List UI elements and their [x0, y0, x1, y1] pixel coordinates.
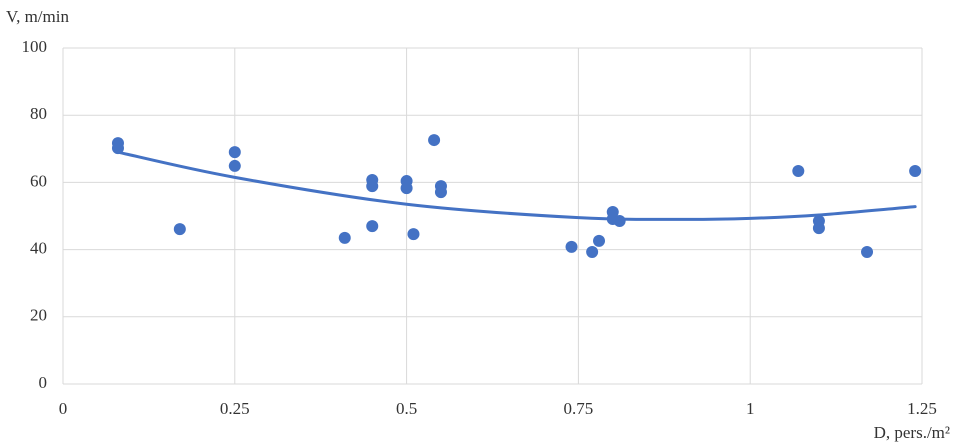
data-point — [366, 220, 379, 233]
x-tick-label: 0.25 — [220, 399, 250, 418]
data-point — [812, 222, 825, 235]
x-tick-label: 0 — [59, 399, 68, 418]
data-point — [338, 231, 351, 244]
y-tick-label: 0 — [39, 373, 48, 392]
y-tick-label: 60 — [30, 171, 47, 190]
data-point — [565, 240, 578, 253]
data-point — [613, 215, 626, 228]
data-point — [400, 182, 413, 195]
y-tick-label: 20 — [30, 306, 47, 325]
y-axis-label: V, m/min — [6, 7, 69, 26]
data-point — [861, 245, 874, 258]
data-point — [434, 186, 447, 199]
x-tick-label: 1.25 — [907, 399, 937, 418]
data-point — [366, 180, 379, 193]
data-point — [586, 245, 599, 258]
data-point — [428, 134, 441, 147]
x-tick-label: 0.75 — [564, 399, 594, 418]
data-point — [792, 164, 805, 177]
trendline — [116, 150, 917, 221]
x-tick-label: 0.5 — [396, 399, 417, 418]
data-point — [228, 159, 241, 172]
y-tick-label: 100 — [22, 37, 48, 56]
y-tick-label: 80 — [30, 104, 47, 123]
data-point — [593, 234, 606, 247]
x-tick-label: 1 — [746, 399, 755, 418]
data-point — [111, 142, 124, 155]
x-axis-label: D, pers./m² — [874, 423, 950, 442]
data-point — [909, 164, 922, 177]
data-point — [173, 223, 186, 236]
y-tick-label: 40 — [30, 239, 47, 258]
data-point — [407, 228, 420, 241]
data-point — [228, 146, 241, 159]
